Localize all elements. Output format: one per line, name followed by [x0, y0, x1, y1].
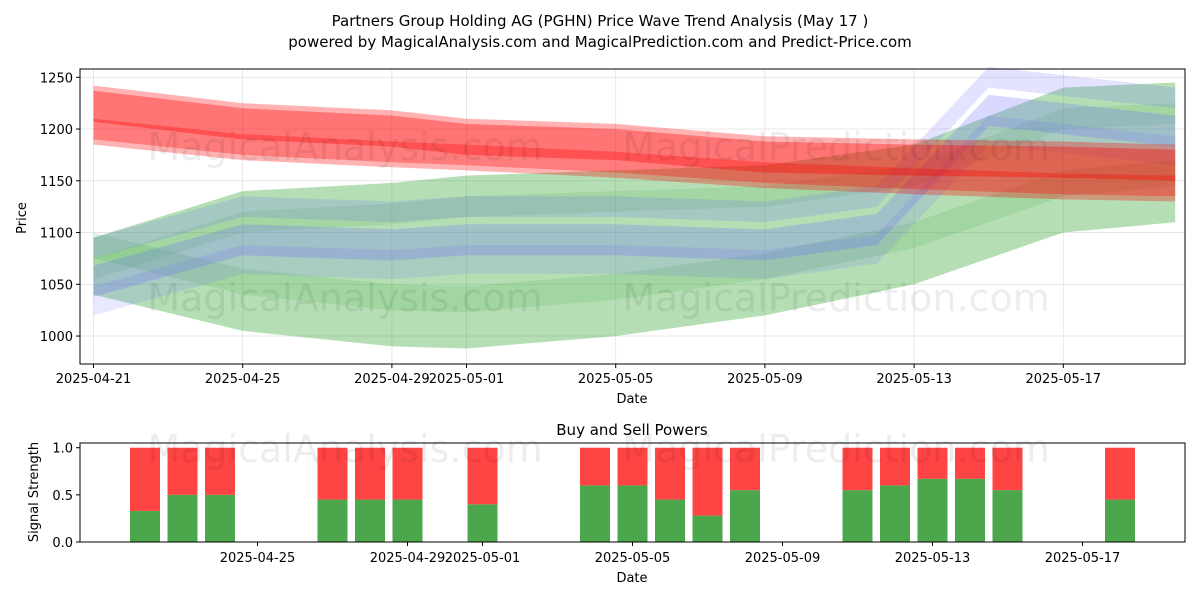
price-x-tick-label: 2025-04-21	[56, 372, 132, 387]
buy-bar	[467, 504, 498, 542]
price-x-tick-label: 2025-05-13	[876, 372, 952, 387]
buy-bar	[692, 515, 723, 542]
sell-bar	[317, 447, 348, 500]
price-bands	[93, 66, 1176, 349]
price-y-label: Price	[15, 202, 30, 234]
sell-bar	[842, 447, 873, 491]
buy-bar	[917, 478, 948, 542]
sell-bar	[880, 447, 910, 486]
sell-bar	[355, 447, 385, 500]
sell-bar	[730, 447, 760, 491]
buy-bar	[1105, 499, 1135, 542]
buy-bar	[355, 499, 385, 542]
buy-bar	[730, 490, 760, 542]
price-y-tick-label: 1250	[40, 71, 73, 86]
sell-bar	[917, 447, 948, 479]
power-y-tick-label: 0.5	[52, 489, 73, 504]
buy-bar	[167, 494, 198, 542]
buy-bar	[880, 485, 910, 542]
power-x-tick-label: 2025-05-05	[595, 551, 671, 566]
sell-bar	[392, 447, 423, 500]
price-y-tick-label: 1050	[40, 278, 73, 293]
watermark-bottom-left: MagicalAnalysis.com	[147, 427, 542, 471]
red-band-lower	[93, 118, 1176, 202]
sell-bar	[692, 447, 723, 516]
price-x-tick-label: 2025-05-01	[429, 372, 505, 387]
power-x-tick-label: 2025-04-29	[370, 551, 446, 566]
power-x-label: Date	[616, 571, 647, 586]
buy-bar	[617, 485, 648, 542]
power-x-tick-label: 2025-05-17	[1045, 551, 1121, 566]
buy-bar	[317, 499, 348, 542]
watermark-top-right: MagicalPrediction.com	[622, 125, 1050, 169]
sell-bar	[992, 447, 1023, 491]
buy-bar	[392, 499, 423, 542]
watermark-mid-right: MagicalPrediction.com	[622, 276, 1050, 320]
sell-bar	[167, 447, 198, 495]
buy-bar	[655, 499, 685, 542]
price-x-ticks: 2025-04-21 2025-04-25 2025-04-29 2025-05-01…	[56, 364, 1101, 387]
price-panel: MagicalAnalysis.com MagicalPrediction.co…	[15, 66, 1186, 407]
watermark-mid-left: MagicalAnalysis.com	[147, 276, 542, 320]
price-axes-frame	[79, 68, 1186, 365]
power-y-tick-label: 0.0	[52, 536, 73, 551]
price-y-tick-label: 1200	[40, 123, 73, 138]
power-y-ticks: 0.0 0.5 1.0	[52, 442, 80, 551]
sell-bar	[580, 447, 610, 486]
buy-bar	[992, 490, 1023, 542]
figure-title-line1: Partners Group Holding AG (PGHN) Price W…	[332, 12, 869, 30]
price-x-tick-label: 2025-05-05	[578, 372, 654, 387]
buy-bar	[580, 485, 610, 542]
power-panel: Buy and Sell Powers MagicalAnalysis.com …	[27, 421, 1186, 586]
power-x-tick-label: 2025-04-25	[220, 551, 296, 566]
red-band-core	[93, 90, 1176, 181]
sell-bar	[655, 447, 685, 500]
power-x-ticks: 2025-04-25 2025-04-29 2025-05-01 2025-05-05…	[220, 542, 1121, 566]
sell-bar	[1105, 447, 1135, 500]
watermark-bottom-right: MagicalPrediction.com	[622, 427, 1050, 471]
watermark-top-left: MagicalAnalysis.com	[147, 125, 542, 169]
blue-band-main	[93, 94, 1176, 297]
buy-bar	[842, 490, 873, 542]
power-bars	[130, 447, 1135, 542]
green-band-wide	[93, 82, 1176, 349]
sell-bar	[617, 447, 648, 486]
price-y-tick-label: 1150	[40, 175, 73, 190]
power-y-label: Signal Strength	[27, 442, 42, 542]
price-x-tick-label: 2025-04-29	[354, 372, 430, 387]
price-grid	[80, 69, 1185, 364]
power-y-tick-label: 1.0	[52, 442, 73, 457]
buy-bar	[955, 478, 985, 542]
power-x-tick-label: 2025-05-13	[895, 551, 971, 566]
blue-band-upper	[93, 66, 1176, 259]
figure-title-line2: powered by MagicalAnalysis.com and Magic…	[288, 33, 912, 51]
price-y-tick-label: 1000	[40, 330, 73, 345]
sell-bar	[130, 447, 160, 511]
sell-bar	[205, 447, 235, 495]
price-x-tick-label: 2025-05-09	[727, 372, 803, 387]
power-x-tick-label: 2025-05-09	[745, 551, 821, 566]
power-title: Buy and Sell Powers	[556, 421, 708, 439]
buy-bar	[130, 510, 160, 542]
green-band-light-2	[93, 160, 1176, 313]
price-y-ticks: 1000 1050 1100 1150 1200 1250	[40, 71, 80, 345]
red-band-wide	[93, 85, 1176, 197]
blue-band-lower	[93, 115, 1176, 316]
green-band-light-1	[93, 103, 1176, 280]
sell-bar	[955, 447, 985, 479]
buy-bar	[205, 494, 235, 542]
price-x-tick-label: 2025-04-25	[205, 372, 281, 387]
power-x-tick-label: 2025-05-01	[445, 551, 521, 566]
price-y-tick-label: 1100	[40, 227, 73, 242]
sell-bar	[467, 447, 498, 505]
price-x-label: Date	[616, 392, 647, 407]
price-x-tick-label: 2025-05-17	[1026, 372, 1102, 387]
